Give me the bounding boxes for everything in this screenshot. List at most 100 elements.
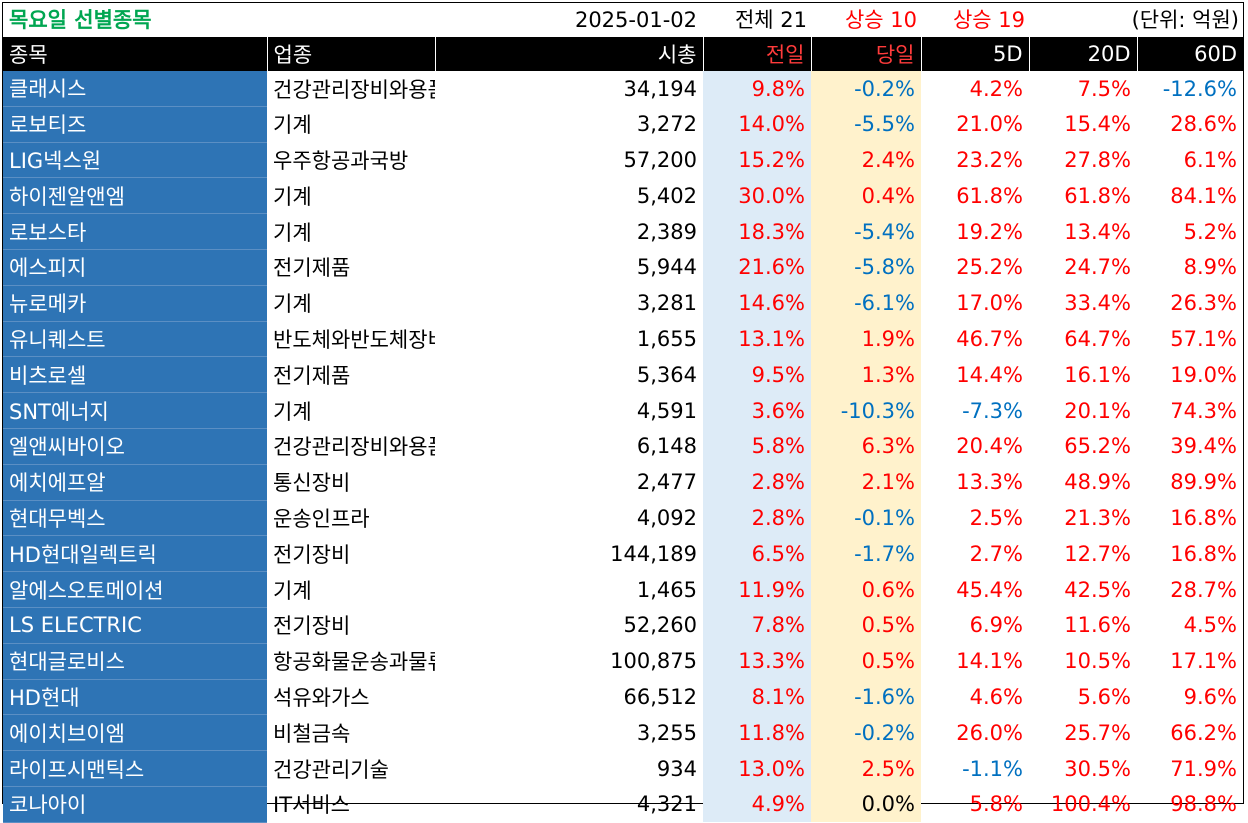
- stock-name-cell[interactable]: SNT에너지: [3, 392, 267, 429]
- table-row[interactable]: HD현대일렉트릭 전기장비 144,189 6.5% -1.7% 2.7% 12.7% 16.…: [3, 535, 1243, 573]
- change-60d-cell: 28.7%: [1170, 577, 1237, 602]
- table-row[interactable]: 에치에프알 통신장비 2,477 2.8% 2.1% 13.3% 48.9% 89.9%: [3, 464, 1243, 501]
- table-row[interactable]: 하이젠알앤엠 기계 5,402 30.0% 0.4% 61.8% 61.8% 84.1%: [3, 177, 1243, 215]
- table-header-row: 종목 업종 시총 전일 당일 5D 20D 60D: [3, 37, 1243, 71]
- stock-name-cell[interactable]: 라이프시맨틱스: [3, 750, 267, 787]
- today-change-cell: -6.1%: [811, 285, 921, 322]
- table-row[interactable]: 코나아이 IT서비스 4,321 4.9% 0.0% 5.8% 100.4% 98.8%: [3, 786, 1243, 823]
- change-5d-cell: 2.5%: [969, 505, 1023, 530]
- change-60d-cell: 16.8%: [1170, 505, 1237, 530]
- today-change-cell: 2.5%: [811, 750, 921, 787]
- today-change-cell: -5.5%: [811, 106, 921, 143]
- change-60d-cell: 71.9%: [1170, 756, 1237, 781]
- sector-cell: 기계: [273, 220, 312, 245]
- change-60d-cell: 17.1%: [1170, 649, 1237, 674]
- change-20d-cell: 11.6%: [1064, 613, 1131, 638]
- change-5d-cell: 26.0%: [956, 720, 1023, 745]
- stock-name-cell[interactable]: 에이치브이엠: [3, 714, 267, 752]
- table-row[interactable]: 라이프시맨틱스 건강관리기술 934 13.0% 2.5% -1.1% 30.5% 71.9%: [3, 750, 1243, 787]
- col-header-market-cap[interactable]: 시총: [435, 37, 704, 71]
- table-row[interactable]: 로보티즈 기계 3,272 14.0% -5.5% 21.0% 15.4% 28.6%: [3, 106, 1243, 143]
- stock-name-cell[interactable]: 현대글로비스: [3, 643, 267, 680]
- col-header-today[interactable]: 당일: [811, 37, 922, 71]
- prev-day-change-cell: 7.8%: [703, 607, 811, 644]
- change-20d-cell: 20.1%: [1064, 398, 1131, 423]
- prev-day-change-cell: 13.3%: [703, 643, 811, 680]
- table-row[interactable]: 현대글로비스 항공화물운송과물류 100,875 13.3% 0.5% 14.1% 10.5…: [3, 643, 1243, 680]
- market-cap-cell: 1,655: [636, 326, 697, 351]
- sector-cell: 비철금속: [273, 721, 351, 746]
- change-5d-cell: 14.4%: [956, 362, 1023, 387]
- col-header-20d[interactable]: 20D: [1029, 37, 1138, 71]
- stock-name-cell[interactable]: HD현대: [3, 679, 267, 716]
- sector-cell: 전기장비: [273, 542, 351, 567]
- change-5d-cell: 4.6%: [969, 684, 1023, 709]
- sector-cell: 기계: [273, 113, 312, 138]
- change-20d-cell: 25.7%: [1064, 720, 1131, 745]
- change-20d-cell: 13.4%: [1064, 219, 1131, 244]
- today-change-cell: -0.2%: [811, 71, 921, 107]
- stock-name-cell[interactable]: 유니퀘스트: [3, 321, 267, 358]
- table-row[interactable]: SNT에너지 기계 4,591 3.6% -10.3% -7.3% 20.1% 74.3%: [3, 392, 1243, 429]
- today-change-cell: -1.7%: [811, 535, 921, 572]
- prev-day-change-cell: 8.1%: [703, 679, 811, 715]
- table-row[interactable]: 비츠로셀 전기제품 5,364 9.5% 1.3% 14.4% 16.1% 19.0%: [3, 356, 1243, 394]
- table-row[interactable]: LIG넥스원 우주항공과국방 57,200 15.2% 2.4% 23.2% 27.8% 6.…: [3, 142, 1243, 179]
- table-row[interactable]: 현대무벡스 운송인프라 4,092 2.8% -0.1% 2.5% 21.3% 16.8%: [3, 500, 1243, 537]
- stock-name-cell[interactable]: 비츠로셀: [3, 356, 267, 394]
- col-header-prev-day[interactable]: 전일: [703, 37, 812, 71]
- table-row[interactable]: 에이치브이엠 비철금속 3,255 11.8% -0.2% 26.0% 25.7% 66.2%: [3, 714, 1243, 752]
- change-60d-cell: 8.9%: [1183, 255, 1237, 280]
- col-header-name[interactable]: 종목: [3, 37, 268, 71]
- stock-name-cell[interactable]: 에치에프알: [3, 464, 267, 501]
- stock-name-cell[interactable]: 로보스타: [3, 213, 267, 250]
- sector-cell: 운송인프라: [273, 506, 370, 531]
- prev-day-change-cell: 9.8%: [703, 71, 811, 107]
- change-60d-cell: 74.3%: [1170, 398, 1237, 423]
- today-change-cell: 0.5%: [811, 643, 921, 680]
- market-cap-cell: 2,477: [636, 470, 697, 495]
- change-60d-cell: 9.6%: [1183, 684, 1237, 709]
- table-row[interactable]: 로보스타 기계 2,389 18.3% -5.4% 19.2% 13.4% 5.2%: [3, 213, 1243, 250]
- prev-day-change-cell: 21.6%: [703, 249, 811, 286]
- stock-name-cell[interactable]: 하이젠알앤엠: [3, 177, 267, 215]
- stock-name-cell[interactable]: 엘앤씨바이오: [3, 428, 267, 465]
- table-row[interactable]: 엘앤씨바이오 건강관리장비와용품 6,148 5.8% 6.3% 20.4% 65.2% 39…: [3, 428, 1243, 465]
- stock-name-cell[interactable]: 에스피지: [3, 249, 267, 286]
- stock-name-cell[interactable]: 로보티즈: [3, 106, 267, 143]
- table-row[interactable]: 유니퀘스트 반도체와반도체장비 1,655 13.1% 1.9% 46.7% 64.7% 57…: [3, 321, 1243, 358]
- table-row[interactable]: 알에스오토메이션 기계 1,465 11.9% 0.6% 45.4% 42.5% 28.7%: [3, 571, 1243, 608]
- stock-name-cell[interactable]: 현대무벡스: [3, 500, 267, 537]
- change-20d-cell: 33.4%: [1064, 291, 1131, 316]
- change-60d-cell: 6.1%: [1183, 147, 1237, 172]
- stock-name-cell[interactable]: HD현대일렉트릭: [3, 535, 267, 573]
- table-row[interactable]: LS ELECTRIC 전기장비 52,260 7.8% 0.5% 6.9% 11.6% 4.…: [3, 607, 1243, 644]
- change-60d-cell: 57.1%: [1170, 326, 1237, 351]
- sector-cell: 우주항공과국방: [273, 148, 409, 173]
- prev-day-change-cell: 9.5%: [703, 356, 811, 393]
- stock-name-cell[interactable]: 코나아이: [3, 786, 267, 823]
- stock-name-cell[interactable]: 뉴로메카: [3, 285, 267, 322]
- change-5d-cell: 2.7%: [969, 541, 1023, 566]
- table-row[interactable]: 클래시스 건강관리장비와용품 34,194 9.8% -0.2% 4.2% 7.5% -12.…: [3, 71, 1243, 107]
- sector-cell: 전기제품: [273, 256, 351, 281]
- table-row[interactable]: 뉴로메카 기계 3,281 14.6% -6.1% 17.0% 33.4% 26.3%: [3, 285, 1243, 322]
- col-header-5d[interactable]: 5D: [921, 37, 1030, 71]
- stock-name-cell[interactable]: 클래시스: [3, 71, 267, 107]
- market-cap-cell: 3,272: [636, 112, 697, 137]
- change-60d-cell: 28.6%: [1170, 112, 1237, 137]
- col-header-60d[interactable]: 60D: [1137, 37, 1243, 71]
- sector-cell: IT서비스: [273, 793, 350, 818]
- table-row[interactable]: 에스피지 전기제품 5,944 21.6% -5.8% 25.2% 24.7% 8.9%: [3, 249, 1243, 286]
- today-change-cell: 0.4%: [811, 177, 921, 214]
- stock-name-cell[interactable]: LS ELECTRIC: [3, 607, 267, 644]
- summary-bar: 목요일 선별종목 2025-01-02 전체 21 상승 10 상승 19 (단…: [3, 3, 1243, 37]
- table-row[interactable]: HD현대 석유와가스 66,512 8.1% -1.6% 4.6% 5.6% 9.6%: [3, 679, 1243, 716]
- sector-cell: 기계: [273, 578, 312, 603]
- today-change-cell: -0.2%: [811, 714, 921, 751]
- stock-name-cell[interactable]: LIG넥스원: [3, 142, 267, 179]
- stock-name-cell[interactable]: 알에스오토메이션: [3, 571, 267, 608]
- change-60d-cell: 98.8%: [1170, 792, 1237, 817]
- col-header-sector[interactable]: 업종: [267, 37, 436, 71]
